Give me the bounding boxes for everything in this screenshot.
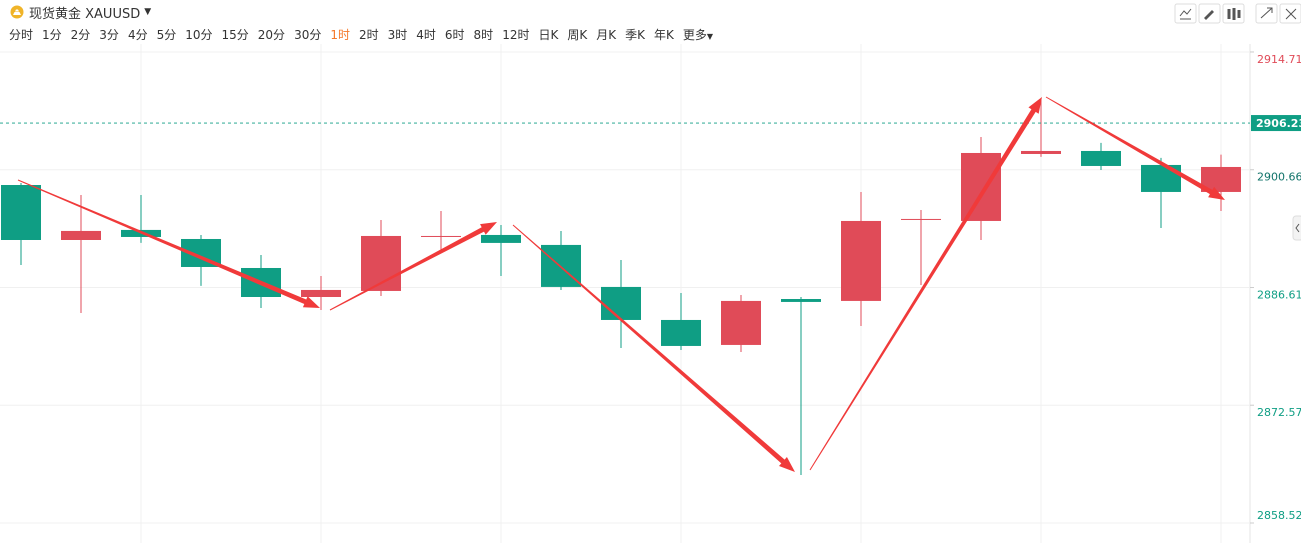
symbol-name: 现货黄金 XAUUSD (29, 6, 141, 22)
current-price-tag (1251, 115, 1301, 132)
y-tick-label: 2900.66 (1257, 171, 1301, 184)
period-tab[interactable]: 1分 (42, 28, 62, 42)
period-tab[interactable]: 分时 (9, 28, 34, 42)
candle-body (361, 235, 401, 291)
period-tab[interactable]: 20分 (257, 28, 286, 42)
icon (1204, 10, 1214, 20)
y-tick-label: 2914.71 (1257, 53, 1301, 66)
current-price-label: 2906.23 (1256, 117, 1301, 130)
toolbar: 现货黄金 XAUUSD ▼ 分时 1分 2分 3分 4分 5分 10分 15分 20分 30分 1时… (0, 0, 1301, 46)
period-tab[interactable]: 更多▼ (682, 28, 714, 42)
candle-body (1, 185, 41, 240)
period-tab[interactable]: 年K (653, 28, 674, 42)
arrow (809, 97, 1042, 471)
toolbar-icons[interactable] (1174, 3, 1301, 241)
candle-body (781, 299, 821, 302)
icon (1260, 7, 1273, 19)
period-tab[interactable]: 12时 (502, 28, 530, 42)
candle-body (841, 220, 881, 301)
icon (1179, 8, 1192, 20)
candle-body (61, 230, 101, 240)
candle-body (1021, 150, 1061, 154)
icon-button[interactable] (1174, 3, 1197, 24)
period-tabs: 分时 1分 2分 3分 4分 5分 10分 15分 20分 30分 1时 2时 3时 4时 6时 8时 12时日… (9, 26, 713, 43)
caret: ▼ (706, 32, 714, 41)
candle-body (961, 152, 1001, 221)
period-tab[interactable]: 4分 (127, 28, 148, 42)
period-tab[interactable]: 月K (596, 28, 617, 42)
caret: ▼ (144, 7, 152, 17)
period-tab[interactable]: 8时 (473, 28, 494, 42)
y-tick-label: 2858.52 (1257, 509, 1301, 522)
arrow (17, 179, 321, 308)
candle-body (301, 289, 341, 297)
arrow (1045, 96, 1225, 200)
symbol-icon (10, 5, 24, 19)
period-tab[interactable]: 3分 (99, 28, 119, 42)
period-tab[interactable]: 2时 (358, 28, 379, 42)
icon (1295, 223, 1300, 233)
icon (1285, 8, 1297, 20)
period-tab[interactable]: 5分 (156, 28, 177, 42)
period-tab[interactable]: 15分 (221, 28, 249, 42)
period-tab[interactable]: 30分 (294, 28, 322, 42)
arrow (329, 222, 497, 311)
candle-body (421, 235, 461, 237)
symbol-selector[interactable]: 现货黄金 XAUUSD ▼ (10, 2, 151, 22)
period-tab[interactable]: 周K (567, 28, 588, 42)
candle-body (721, 300, 761, 345)
period-tab[interactable]: 1时 (330, 28, 350, 42)
side-tab[interactable] (1292, 215, 1301, 241)
candle-body (901, 218, 941, 220)
candle-body (1081, 150, 1121, 166)
period-tab[interactable]: 3时 (387, 28, 408, 42)
candle-body (481, 234, 521, 243)
candle-body (661, 319, 701, 346)
period-tab[interactable]: 6时 (444, 28, 465, 42)
arrow (512, 224, 795, 472)
icon (1227, 8, 1241, 20)
period-tab[interactable]: 10分 (185, 28, 213, 42)
y-tick-label: 2886.61 (1257, 289, 1301, 302)
y-tick-label: 2872.57 (1257, 406, 1301, 419)
period-tab[interactable]: 季K (625, 28, 645, 42)
candle-body (601, 286, 641, 320)
period-tab[interactable]: 4时 (416, 28, 436, 42)
period-tab[interactable]: 日K (538, 28, 559, 42)
annotation-arrows (17, 96, 1225, 472)
period-tab[interactable]: 2分 (70, 28, 91, 42)
